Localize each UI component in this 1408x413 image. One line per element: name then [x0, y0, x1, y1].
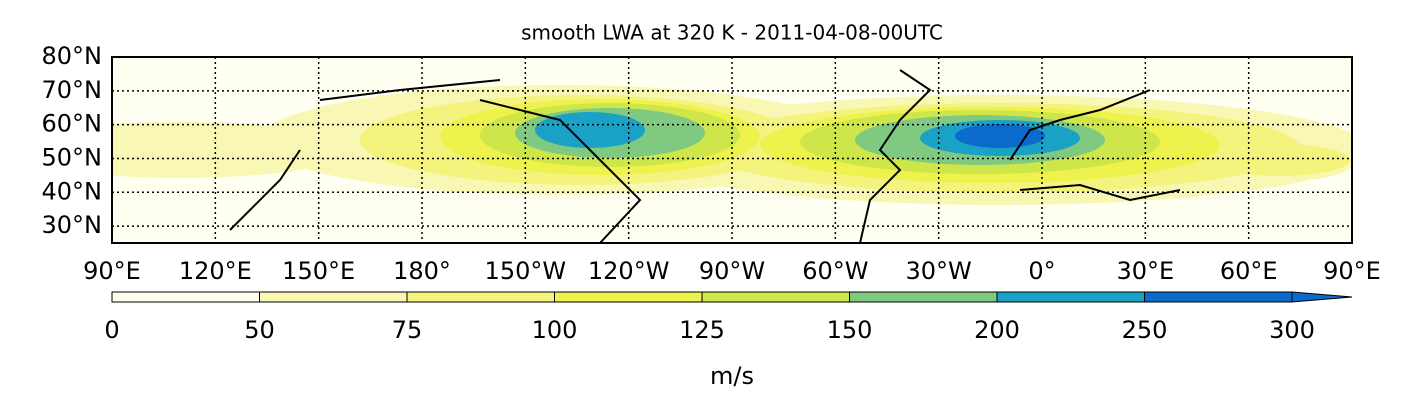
lat-tick-label: 70°N [42, 76, 103, 104]
lat-tick-label: 60°N [42, 110, 103, 138]
contour-fill [1210, 144, 1350, 176]
colorbar-tick-label: 50 [244, 316, 275, 344]
colorbar-swatch [701, 291, 850, 303]
map: 80°N 70°N 60°N 50°N 40°N 30°N 90°E 120°E 150°E 18… [42, 42, 1381, 285]
contour-fill [955, 124, 1045, 148]
coastline [319, 79, 501, 101]
lat-tick-label: 80°N [42, 42, 103, 70]
lon-tick-label: 120°E [179, 257, 252, 285]
lon-tick-label: 60°E [1220, 257, 1278, 285]
lat-tick-label: 50°N [42, 143, 103, 171]
lon-tick-label: 120°W [588, 257, 670, 285]
colorbar-extend [1291, 291, 1353, 303]
colorbar: 0 50 75 100 125 150 200 250 300 [104, 291, 1353, 344]
colorbar-tick-label: 150 [827, 316, 873, 344]
coastline [1019, 183, 1181, 202]
lat-tick-label: 30°N [42, 211, 103, 239]
contour-fill [535, 112, 645, 148]
colorbar-tick-label: 250 [1122, 316, 1168, 344]
coastline [1009, 89, 1151, 161]
colorbar-swatch [554, 291, 703, 303]
lon-tick-label: 150°W [485, 257, 567, 285]
lon-tick-label: 180° [393, 257, 451, 285]
colorbar-swatch [259, 291, 408, 303]
lat-tick-label: 40°N [42, 177, 103, 205]
map-frame [111, 56, 1353, 244]
colorbar-tick-label: 75 [392, 316, 423, 344]
colorbar-swatch [111, 291, 260, 303]
lon-tick-label: 90°W [699, 257, 765, 285]
colorbar-tick-label: 125 [679, 316, 725, 344]
coastline [859, 69, 932, 243]
colorbar-tick-label: 200 [974, 316, 1020, 344]
lon-tick-label: 30°E [1116, 257, 1174, 285]
coastline [479, 99, 642, 243]
lon-tick-label: 150°E [282, 257, 355, 285]
colorbar-label: m/s [710, 362, 754, 390]
map-title: smooth LWA at 320 K - 2011-04-08-00UTC [521, 21, 943, 45]
lon-tick-label: 90°E [1323, 257, 1381, 285]
colorbar-tick-label: 300 [1269, 316, 1315, 344]
colorbar-swatch [406, 291, 555, 303]
lon-tick-label: 30°W [906, 257, 972, 285]
colorbar-swatch [849, 291, 998, 303]
colorbar-swatch [996, 291, 1145, 303]
lon-tick-label: 0° [1028, 257, 1055, 285]
coastline [229, 149, 301, 231]
lon-tick-label: 90°E [83, 257, 141, 285]
colorbar-tick-label: 100 [532, 316, 578, 344]
colorbar-swatch [1144, 291, 1293, 303]
colorbar-tick-label: 0 [104, 316, 119, 344]
lon-tick-label: 60°W [802, 257, 868, 285]
